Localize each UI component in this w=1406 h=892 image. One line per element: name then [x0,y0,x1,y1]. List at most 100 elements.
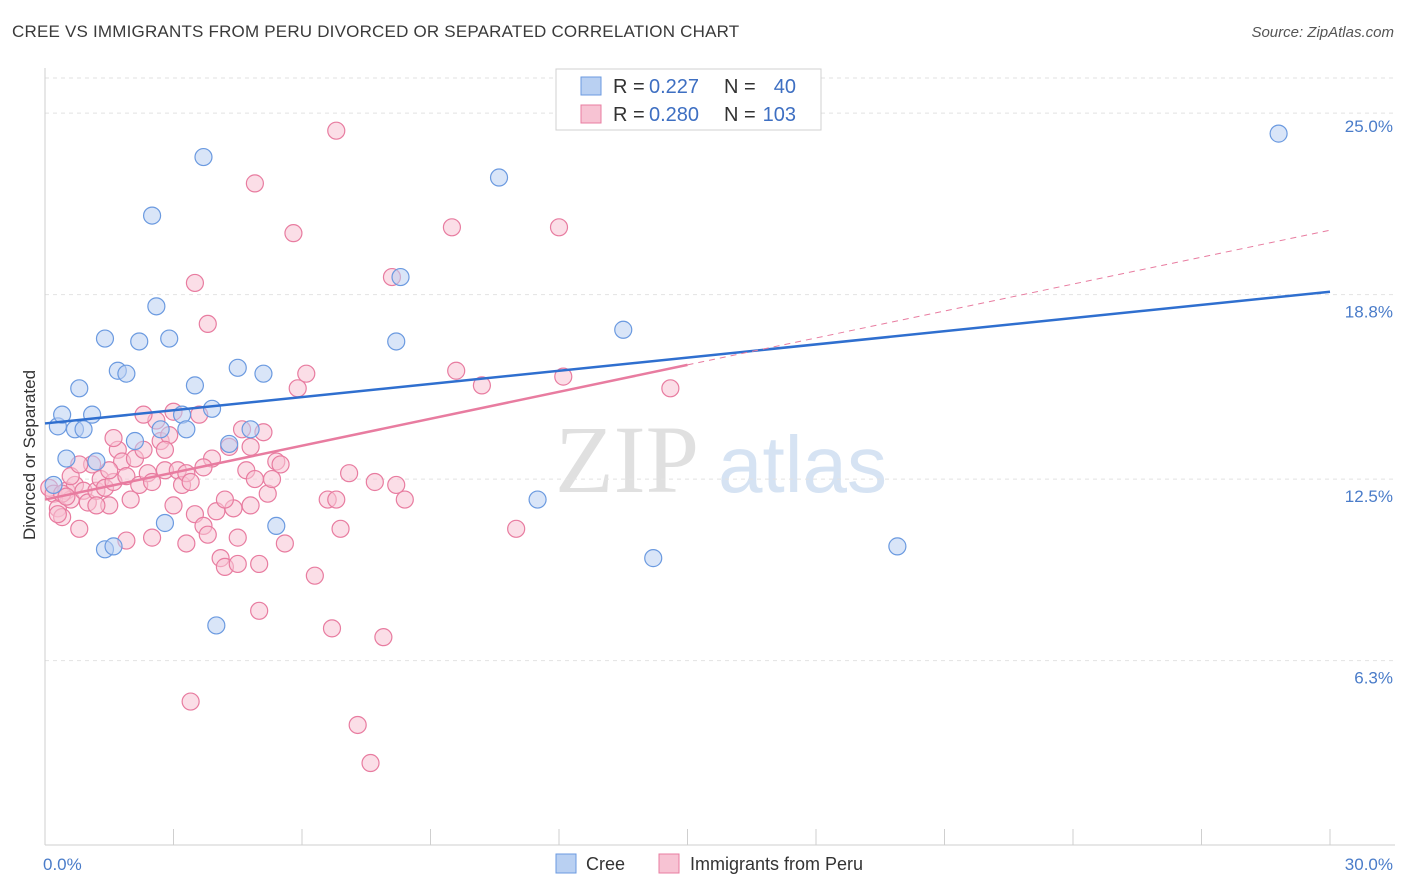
legend-r-label-cree: R = [613,76,645,98]
point-immigrants-from-peru [554,367,573,386]
point-immigrants-from-peru [271,455,290,474]
point-cree [489,168,509,187]
point-immigrants-from-peru [250,554,269,574]
point-immigrants-from-peru [472,376,491,395]
point-cree [387,332,406,351]
point-cree [87,452,106,471]
watermark-atlas: atlas [718,420,887,509]
trend-line-immigrants-from-peru [44,363,688,501]
y-tick-label: 18.8% [1345,303,1393,322]
legend-r-value-cree: 0.227 [649,76,699,98]
bottom-legend-label-cree: Cree [586,854,625,874]
stats-legend: R = 0.227 N = 40 R = 0.280 N = 103 [555,68,822,131]
point-immigrants-from-peru [348,715,367,735]
point-cree [644,549,663,568]
point-cree [95,329,115,348]
point-immigrants-from-peru [327,121,346,140]
source-label: Source: ZipAtlas.com [1251,24,1394,41]
legend-r-label-peru: R = [613,104,645,126]
point-cree [104,537,123,556]
y-tick-label: 25.0% [1345,117,1393,136]
legend-r-value-peru: 0.280 [649,104,699,126]
point-cree [53,405,72,424]
legend-n-value-cree: 40 [774,76,796,98]
series-legend: Cree Immigrants from Peru [555,853,863,874]
point-cree [151,420,170,439]
point-immigrants-from-peru [241,496,260,515]
point-immigrants-from-peru [387,475,406,495]
point-cree [130,332,149,351]
point-cree [528,490,547,509]
point-immigrants-from-peru [155,440,175,459]
point-cree [207,616,226,635]
point-immigrants-from-peru [322,619,342,638]
point-cree [155,513,175,533]
point-cree [228,358,247,377]
point-immigrants-from-peru [164,496,183,515]
point-immigrants-from-peru [177,534,196,553]
point-cree [1269,124,1288,143]
point-immigrants-from-peru [327,490,346,509]
point-cree [117,364,136,383]
point-cree [160,329,179,348]
point-cree [44,475,63,495]
y-tick-label: 12.5% [1345,487,1393,506]
point-cree [267,516,286,536]
x-tick-label-min: 0.0% [43,855,82,874]
point-immigrants-from-peru [185,273,205,293]
point-immigrants-from-peru [361,753,380,773]
point-cree [254,364,273,383]
point-cree [142,206,162,225]
point-immigrants-from-peru [262,469,282,489]
point-cree [220,434,239,454]
point-cree [888,537,907,556]
point-immigrants-from-peru [395,490,414,509]
point-cree [194,147,213,167]
point-cree [147,297,166,316]
point-cree [185,376,205,395]
point-immigrants-from-peru [442,218,462,237]
point-immigrants-from-peru [374,628,393,647]
point-immigrants-from-peru [121,490,140,509]
legend-swatch-cree [580,76,602,96]
point-cree [391,267,410,287]
bottom-legend-swatch-peru [658,853,680,874]
point-immigrants-from-peru [198,525,217,544]
point-immigrants-from-peru [365,472,384,492]
point-cree [202,399,222,418]
point-immigrants-from-peru [104,428,123,448]
bottom-legend-swatch-cree [555,853,577,874]
point-immigrants-from-peru [305,566,324,585]
legend-n-value-peru: 103 [763,104,796,126]
trend-lines [44,229,1331,501]
bottom-legend-label-peru: Immigrants from Peru [690,854,863,874]
legend-n-label-peru: N = [724,104,756,126]
point-cree [614,320,633,339]
point-immigrants-from-peru [142,528,162,547]
point-immigrants-from-peru [447,361,466,380]
point-immigrants-from-peru [661,379,680,398]
point-cree [125,431,145,451]
point-immigrants-from-peru [48,505,67,524]
point-immigrants-from-peru [87,496,106,515]
y-tick-labels: 6.3% 12.5% 18.8% 25.0% [1345,117,1393,687]
point-immigrants-from-peru [549,218,569,237]
point-immigrants-from-peru [507,519,526,538]
trend-line-extension-immigrants-from-peru [687,229,1331,366]
point-cree [57,449,76,468]
point-cree [74,420,93,439]
data-points [40,121,1288,773]
point-immigrants-from-peru [198,314,217,334]
y-tick-label: 6.3% [1354,669,1393,688]
point-immigrants-from-peru [228,554,247,574]
point-immigrants-from-peru [275,534,294,553]
axes [44,68,1395,846]
point-immigrants-from-peru [331,519,350,538]
x-tick-label-max: 30.0% [1345,855,1393,874]
point-immigrants-from-peru [284,224,303,243]
point-immigrants-from-peru [241,437,260,456]
legend-swatch-peru [580,104,602,124]
point-immigrants-from-peru [100,461,119,480]
point-immigrants-from-peru [181,472,200,492]
